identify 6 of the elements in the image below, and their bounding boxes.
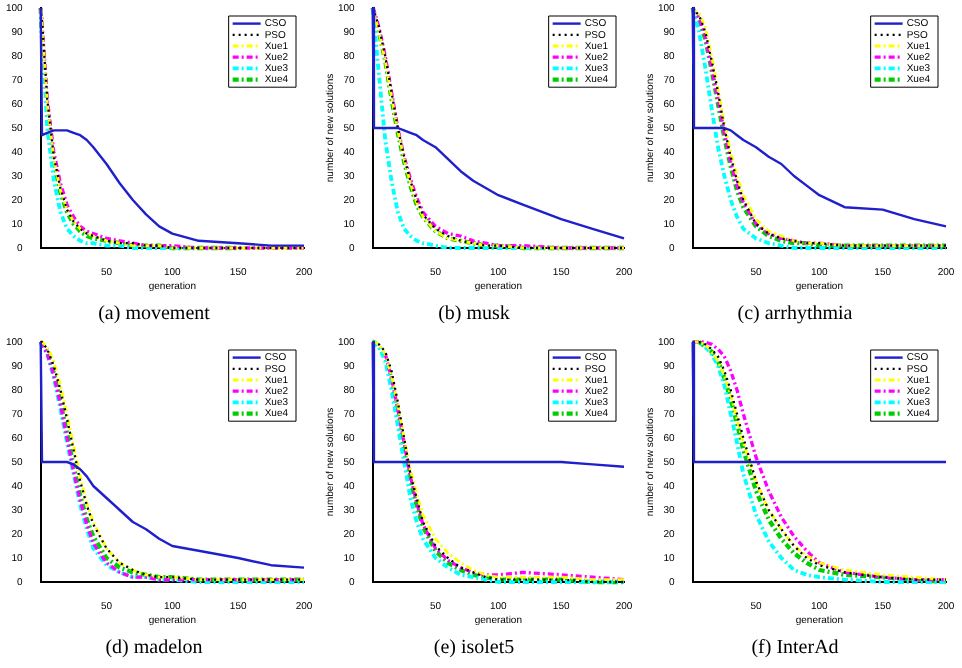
text: (b) musk	[438, 303, 510, 326]
text: (f) InterAd	[751, 637, 839, 660]
text: (d) madelon	[105, 637, 203, 660]
text: (c) arrhythmia	[737, 303, 854, 326]
text: (a) movement	[98, 303, 211, 326]
text: (e) isolet5	[433, 637, 515, 660]
